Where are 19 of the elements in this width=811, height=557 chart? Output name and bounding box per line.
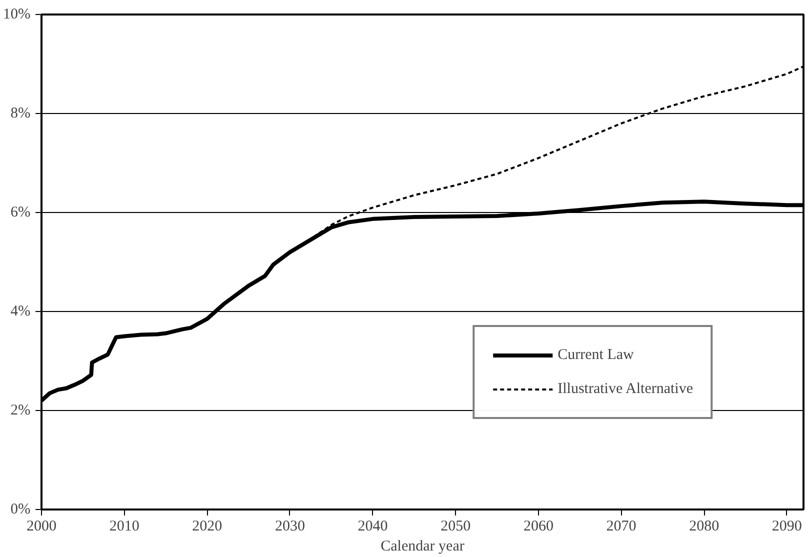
y-tick-label: 2% — [10, 402, 31, 418]
x-tick-label: 2030 — [274, 518, 305, 534]
x-tick-label: 2060 — [523, 518, 554, 534]
y-tick-label: 8% — [10, 106, 31, 122]
x-tick-label: 2020 — [192, 518, 222, 534]
y-tick-label: 4% — [10, 304, 31, 320]
y-tick-label: 6% — [10, 204, 31, 220]
y-tick-label: 0% — [10, 502, 31, 518]
x-tick-label: 2050 — [440, 518, 471, 534]
x-tick-label: 2070 — [606, 518, 636, 534]
x-tick-label: 2090 — [772, 518, 802, 534]
x-tick-label: 2080 — [689, 518, 720, 534]
y-tick-label: 10% — [3, 6, 31, 22]
x-tick-label: 2010 — [109, 518, 140, 534]
legend-label: Current Law — [558, 346, 634, 364]
x-tick-label: 2000 — [26, 518, 56, 534]
legend-label: Illustrative Alternative — [558, 380, 693, 398]
x-axis-title: Calendar year — [380, 538, 464, 554]
x-tick-label: 2040 — [358, 518, 388, 534]
